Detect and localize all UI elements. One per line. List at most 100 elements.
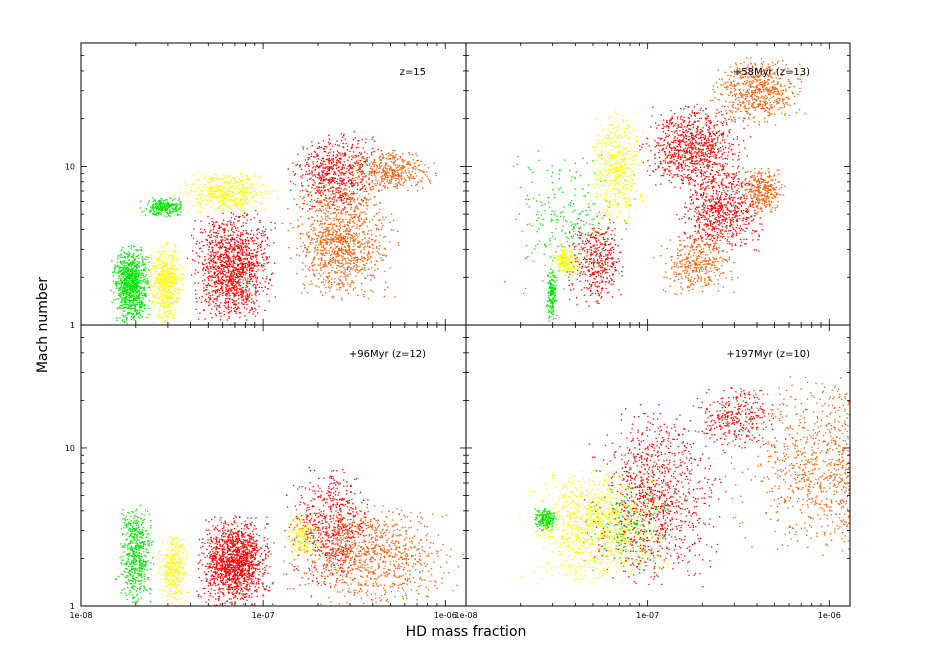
- scatter-point: [243, 298, 245, 300]
- scatter-point: [207, 258, 210, 260]
- scatter-point: [243, 303, 245, 306]
- scatter-point: [160, 275, 162, 277]
- scatter-point: [239, 250, 241, 252]
- scatter-point: [177, 203, 179, 206]
- scatter-point: [199, 194, 202, 196]
- scatter-point: [167, 296, 169, 298]
- scatter-point: [350, 266, 352, 269]
- scatter-point: [214, 268, 216, 270]
- scatter-point: [234, 182, 237, 184]
- scatter-point: [179, 191, 181, 194]
- scatter-point: [245, 286, 247, 288]
- scatter-point: [169, 212, 171, 214]
- scatter-point: [209, 257, 211, 259]
- scatter-point: [246, 264, 249, 266]
- scatter-point: [220, 178, 223, 180]
- scatter-point: [135, 272, 137, 274]
- scatter-point: [216, 291, 219, 293]
- scatter-point: [302, 146, 304, 148]
- scatter-point: [221, 243, 224, 245]
- scatter-point: [237, 251, 240, 254]
- scatter-point: [222, 282, 224, 284]
- scatter-point: [339, 265, 341, 267]
- scatter-point: [131, 274, 133, 277]
- scatter-point: [153, 281, 155, 283]
- scatter-point: [206, 266, 208, 268]
- scatter-point: [225, 281, 227, 283]
- scatter-point: [158, 274, 161, 277]
- scatter-point: [178, 199, 180, 201]
- scatter-point: [312, 205, 314, 207]
- scatter-point: [332, 196, 335, 198]
- scatter-point: [264, 234, 266, 236]
- scatter-point: [197, 180, 200, 182]
- scatter-point: [228, 259, 230, 261]
- scatter-point: [355, 238, 357, 240]
- scatter-point: [257, 290, 259, 292]
- scatter-point: [122, 287, 125, 290]
- scatter-point: [117, 254, 120, 257]
- scatter-point: [357, 140, 359, 142]
- scatter-point: [371, 138, 373, 140]
- scatter-point: [345, 229, 347, 232]
- scatter-point: [361, 170, 363, 173]
- scatter-point: [212, 177, 214, 179]
- scatter-point: [228, 276, 230, 278]
- scatter-point: [350, 260, 352, 262]
- scatter-point: [226, 285, 229, 287]
- scatter-point: [158, 309, 160, 311]
- scatter-point: [337, 175, 340, 177]
- scatter-point: [196, 211, 199, 213]
- scatter-point: [128, 245, 130, 247]
- scatter-point: [245, 291, 247, 293]
- scatter-point: [250, 198, 253, 200]
- scatter-point: [122, 319, 124, 321]
- scatter-point: [331, 179, 334, 181]
- scatter-point: [257, 269, 259, 271]
- scatter-point: [189, 189, 191, 191]
- scatter-point: [240, 289, 242, 291]
- scatter-point: [227, 235, 229, 237]
- scatter-point: [357, 197, 359, 199]
- scatter-point: [157, 314, 159, 316]
- scatter-point: [146, 278, 148, 280]
- scatter-point: [360, 251, 362, 253]
- scatter-point: [233, 179, 235, 181]
- scatter-point: [130, 276, 132, 278]
- scatter-point: [162, 278, 164, 280]
- scatter-point: [322, 246, 325, 248]
- scatter-point: [363, 233, 365, 235]
- scatter-point: [251, 274, 253, 276]
- scatter-point: [366, 157, 368, 159]
- scatter-point: [379, 257, 382, 259]
- scatter-point: [179, 205, 181, 207]
- scatter-point: [160, 273, 162, 275]
- scatter-point: [126, 277, 128, 279]
- scatter-point: [361, 164, 364, 166]
- scatter-point: [221, 202, 223, 204]
- scatter-point: [342, 258, 344, 261]
- scatter-point: [217, 276, 219, 279]
- scatter-point: [169, 206, 171, 208]
- scatter-point: [333, 164, 335, 166]
- scatter-point: [205, 238, 207, 240]
- scatter-point: [327, 272, 330, 274]
- scatter-point: [329, 201, 331, 203]
- scatter-point: [240, 202, 242, 205]
- scatter-point: [292, 183, 294, 185]
- scatter-point: [322, 160, 324, 162]
- scatter-point: [136, 278, 138, 281]
- scatter-point: [212, 187, 214, 189]
- scatter-point: [345, 213, 347, 215]
- scatter-point: [173, 269, 175, 271]
- scatter-point: [232, 234, 234, 236]
- scatter-point: [338, 260, 340, 262]
- scatter-point: [312, 161, 314, 163]
- scatter-point: [149, 206, 151, 208]
- scatter-point: [128, 294, 130, 296]
- scatter-point: [133, 288, 136, 291]
- scatter-point: [139, 314, 141, 316]
- scatter-point: [352, 174, 354, 177]
- scatter-point: [113, 271, 116, 273]
- scatter-point: [124, 269, 126, 271]
